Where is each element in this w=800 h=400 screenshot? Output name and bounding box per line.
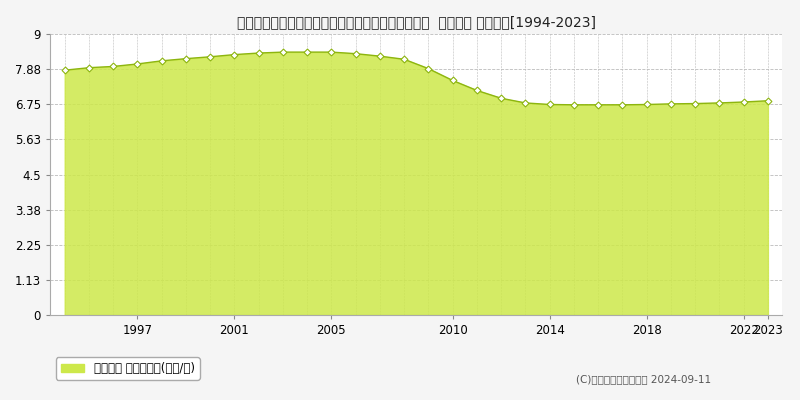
Legend: 地価公示 平均坪単価(万円/坪): 地価公示 平均坪単価(万円/坪) — [56, 357, 199, 380]
Title: 山形県東置賜郡高畠町大字福沢字鎌塚台１５０番６  地価公示 地価推移[1994-2023]: 山形県東置賜郡高畠町大字福沢字鎌塚台１５０番６ 地価公示 地価推移[1994-2… — [237, 15, 596, 29]
Text: (C)土地価格ドットコム 2024-09-11: (C)土地価格ドットコム 2024-09-11 — [576, 374, 711, 384]
